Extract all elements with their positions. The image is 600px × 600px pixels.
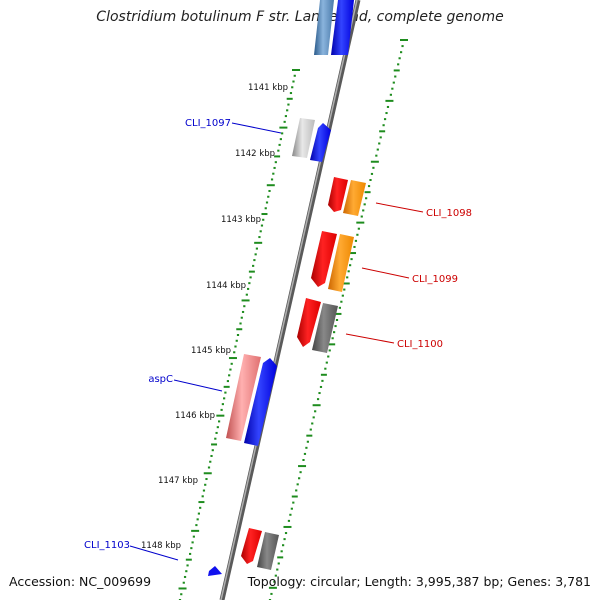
gene-label-cli-1097: CLI_1097 (185, 118, 231, 129)
kbp-label: 1144 kbp (206, 281, 246, 291)
map-title: Clostridium botulinum F str. Langeland, … (96, 9, 504, 25)
gene-label-cli-1099: CLI_1099 (412, 274, 458, 285)
gene-cli-1097-light (292, 118, 315, 158)
gene-label-cli-1103: CLI_1103 (84, 540, 130, 551)
gene-cli-1098-orange (343, 180, 366, 216)
leader-lines (129, 122, 424, 561)
gene-label-cli-1100: CLI_1100 (397, 339, 443, 350)
gene-cli-1103 (208, 566, 222, 576)
gene-cli-1098-red (328, 177, 348, 212)
kbp-label: 1141 kbp (248, 83, 288, 93)
gene-label-cli-1098: CLI_1098 (426, 208, 472, 219)
gene-top-partial (314, 0, 354, 55)
accession-text: Accession: NC_009699 (9, 574, 152, 589)
genome-backbone (219, 0, 361, 600)
gene-cli-1100-gray (312, 303, 338, 353)
kbp-label: 1142 kbp (235, 149, 275, 159)
topology-text: Topology: circular; Length: 3,995,387 bp… (247, 574, 591, 589)
gene-aspc-pink (226, 354, 261, 441)
kbp-label: 1143 kbp (221, 215, 261, 225)
gene-labels: CLI_1097 CLI_1098 CLI_1099 CLI_1100 aspC… (84, 118, 472, 551)
inner-tick-track (178, 69, 300, 600)
gene-cli-1100-red (297, 298, 321, 347)
kbp-label: 1146 kbp (175, 411, 215, 421)
gene-bottom-gray (257, 532, 279, 570)
outer-tick-track (268, 39, 408, 600)
gene-aspc (244, 358, 277, 446)
gene-label-aspc: aspC (148, 374, 173, 385)
kbp-labels: 1141 kbp 1142 kbp 1143 kbp 1144 kbp 1145… (141, 83, 288, 551)
gene-cli-1097 (310, 123, 331, 162)
gene-cli-1099-orange (328, 234, 354, 292)
gene-cli-1099-red (311, 231, 337, 287)
kbp-label: 1148 kbp (141, 541, 181, 551)
kbp-label: 1147 kbp (158, 476, 198, 486)
gene-bottom-red (241, 528, 262, 564)
kbp-label: 1145 kbp (191, 346, 231, 356)
